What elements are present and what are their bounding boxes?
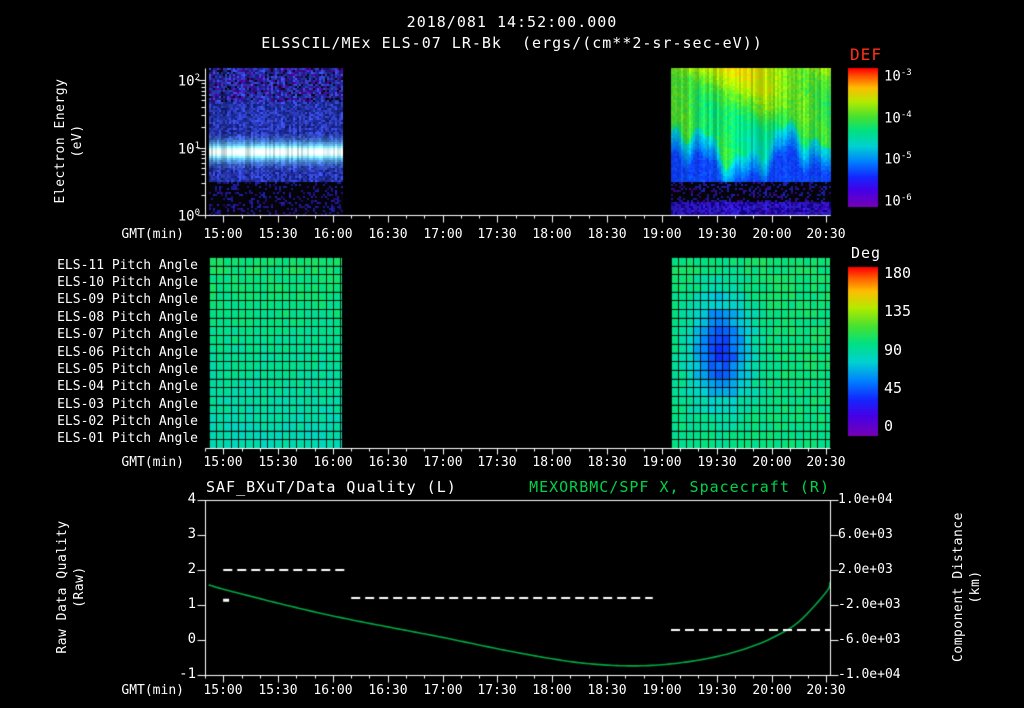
deg-cbar-tick-label: 45 (884, 379, 903, 397)
quality-ytick-label: 0 (187, 631, 196, 647)
panel1-xtick-label: 17:30 (477, 227, 517, 242)
quality-ytick-label: 4 (187, 491, 196, 507)
def-cbar-tick-label: 10-6 (884, 193, 912, 210)
quality-ytick-label: -1 (179, 666, 196, 682)
panel1-xtick-label: 19:30 (697, 227, 737, 242)
panel3-xtick-label: 15:30 (258, 683, 298, 698)
panel2-xtick-label: 20:30 (806, 455, 846, 470)
panel2-xtick-label: 17:30 (477, 455, 517, 470)
distance-ytick-label: -2.0e+03 (838, 597, 901, 612)
quality-ytick-label: 1 (187, 596, 196, 612)
panel2-xtick-label: 18:30 (587, 455, 627, 470)
distance-ytick-label: 1.0e+04 (838, 492, 893, 507)
distance-ytick-label: -6.0e+03 (838, 632, 901, 647)
energy-axis-label-line2: (eV) (70, 124, 85, 158)
panel3-xtick-label: 20:00 (752, 683, 792, 698)
colorbar-def-label: DEF (850, 45, 882, 64)
quality-axis-label-line1: Raw Data Quality (55, 520, 70, 654)
pitch-row-label: ELS-10 Pitch Angle (57, 275, 198, 290)
panel2-xtick-label: 16:00 (313, 455, 353, 470)
gmt-label-panel1: GMT(min) (121, 227, 184, 242)
energy-axis-label-line1: Electron Energy (53, 78, 68, 204)
panel1-xtick-label: 19:00 (642, 227, 682, 242)
panel3-xtick-label: 19:00 (642, 683, 682, 698)
gmt-label-panel3: GMT(min) (121, 683, 184, 698)
panel3-xtick-label: 15:00 (203, 683, 243, 698)
panel2-xtick-label: 20:00 (752, 455, 792, 470)
panel1-xtick-label: 15:00 (203, 227, 243, 242)
distance-ytick-label: 2.0e+03 (838, 562, 893, 577)
panel3-right-title: MEXORBMC/SPF X, Spacecraft (R) (529, 478, 830, 496)
distance-axis-label: Component Distance (km) (950, 510, 984, 664)
panel3-xtick-label: 19:30 (697, 683, 737, 698)
quality-axis-label: Raw Data Quality (Raw) (54, 512, 88, 662)
panel1-xtick-label: 18:00 (532, 227, 572, 242)
deg-cbar-tick-label: 180 (884, 264, 912, 282)
pitch-row-label: ELS-09 Pitch Angle (57, 292, 198, 307)
deg-cbar-tick-label: 0 (884, 417, 894, 435)
pitch-row-label: ELS-08 Pitch Angle (57, 310, 198, 325)
panel1-xtick-label: 16:00 (313, 227, 353, 242)
panel2-xtick-label: 18:00 (532, 455, 572, 470)
panel3-xtick-label: 17:00 (423, 683, 463, 698)
energy-axis-label: Electron Energy (eV) (52, 66, 86, 216)
def-cbar-tick-label: 10-5 (884, 151, 912, 168)
deg-cbar-tick-label: 90 (884, 341, 903, 359)
panel2-xtick-label: 19:30 (697, 455, 737, 470)
energy-ytick-label: 102 (177, 73, 200, 90)
panel1-xtick-label: 20:30 (806, 227, 846, 242)
energy-ytick-label: 101 (177, 141, 200, 158)
distance-ytick-label: -1.0e+04 (838, 667, 901, 682)
pitch-row-label: ELS-04 Pitch Angle (57, 379, 198, 394)
energy-ytick-label: 100 (177, 208, 200, 225)
quality-axis-label-line2: (Raw) (72, 566, 87, 608)
colorbar-deg-label: Deg (850, 244, 882, 262)
panel3-xtick-label: 20:30 (806, 683, 846, 698)
panel2-xtick-label: 15:30 (258, 455, 298, 470)
panel2-xtick-label: 16:30 (368, 455, 408, 470)
panel1-xtick-label: 20:00 (752, 227, 792, 242)
panel1-xtick-label: 16:30 (368, 227, 408, 242)
def-cbar-tick-label: 10-3 (884, 68, 912, 85)
pitch-row-label: ELS-03 Pitch Angle (57, 397, 198, 412)
pitch-row-label: ELS-07 Pitch Angle (57, 327, 198, 342)
panel3-xtick-label: 18:00 (532, 683, 572, 698)
panel3-xtick-label: 16:30 (368, 683, 408, 698)
pitch-row-label: ELS-11 Pitch Angle (57, 258, 198, 273)
panel3-xtick-label: 16:00 (313, 683, 353, 698)
panel3-left-title: SAF_BXuT/Data Quality (L) (206, 478, 457, 496)
panel2-xtick-label: 15:00 (203, 455, 243, 470)
panel1-xtick-label: 17:00 (423, 227, 463, 242)
gmt-label-panel2: GMT(min) (121, 455, 184, 470)
panel1-xtick-label: 15:30 (258, 227, 298, 242)
panel3-xtick-label: 17:30 (477, 683, 517, 698)
pitch-row-label: ELS-06 Pitch Angle (57, 345, 198, 360)
pitch-row-label: ELS-01 Pitch Angle (57, 431, 198, 446)
deg-cbar-tick-label: 135 (884, 302, 912, 320)
distance-axis-label-line2: (km) (968, 570, 983, 604)
panel3-xtick-label: 18:30 (587, 683, 627, 698)
pitch-row-label: ELS-05 Pitch Angle (57, 362, 198, 377)
observation-timestamp: 2018/081 14:52:00.000 (406, 13, 618, 31)
pitch-row-label: ELS-02 Pitch Angle (57, 414, 198, 429)
quality-ytick-label: 2 (187, 561, 196, 577)
panel2-xtick-label: 19:00 (642, 455, 682, 470)
panel1-xtick-label: 18:30 (587, 227, 627, 242)
plot-title: ELSSCIL/MEx ELS-07 LR-Bk (ergs/(cm**2-sr… (261, 34, 763, 52)
quality-ytick-label: 3 (187, 526, 196, 542)
distance-axis-label-line1: Component Distance (951, 512, 966, 662)
def-cbar-tick-label: 10-4 (884, 110, 912, 127)
panel2-xtick-label: 17:00 (423, 455, 463, 470)
distance-ytick-label: 6.0e+03 (838, 527, 893, 542)
